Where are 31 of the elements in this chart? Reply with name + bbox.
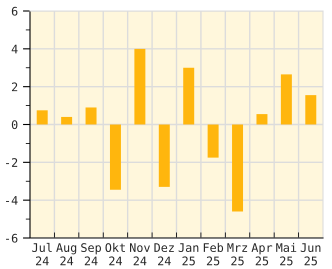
bar (86, 107, 97, 124)
x-tick-label: Mai 25 (276, 242, 296, 266)
bar (280, 74, 292, 124)
y-tick-label: -6 (6, 234, 18, 243)
bar (158, 124, 170, 187)
x-tick-label: Jul 24 (32, 242, 52, 266)
y-tick-label: 0 (12, 120, 18, 130)
x-tick-label: Feb 25 (204, 242, 224, 266)
y-tick-label: 4 (12, 44, 18, 54)
x-tick-label: Dez 24 (154, 243, 174, 266)
y-tick-label: 6 (12, 6, 18, 16)
x-tick-label: Aug 24 (56, 243, 76, 266)
bar (110, 124, 121, 190)
y-tick-label: -4 (6, 196, 18, 205)
bar (256, 114, 268, 124)
x-tick-label: Mrz 25 (227, 243, 248, 266)
bar (208, 124, 219, 158)
bar (183, 68, 194, 124)
x-tick-label: Okt 24 (105, 242, 125, 266)
bar (134, 48, 146, 124)
bar (232, 124, 244, 212)
x-tick-label: Jun 25 (300, 243, 320, 266)
bar (61, 116, 72, 124)
x-tick-label: Jan 25 (178, 243, 198, 266)
y-tick-label: 2 (12, 82, 18, 92)
y-tick-label: -2 (6, 158, 18, 167)
x-tick-label: Apr 25 (252, 243, 272, 266)
bar (36, 110, 48, 124)
x-tick-label: Nov 24 (130, 243, 150, 266)
bar (305, 95, 316, 124)
x-tick-label: Sep 24 (81, 243, 101, 266)
